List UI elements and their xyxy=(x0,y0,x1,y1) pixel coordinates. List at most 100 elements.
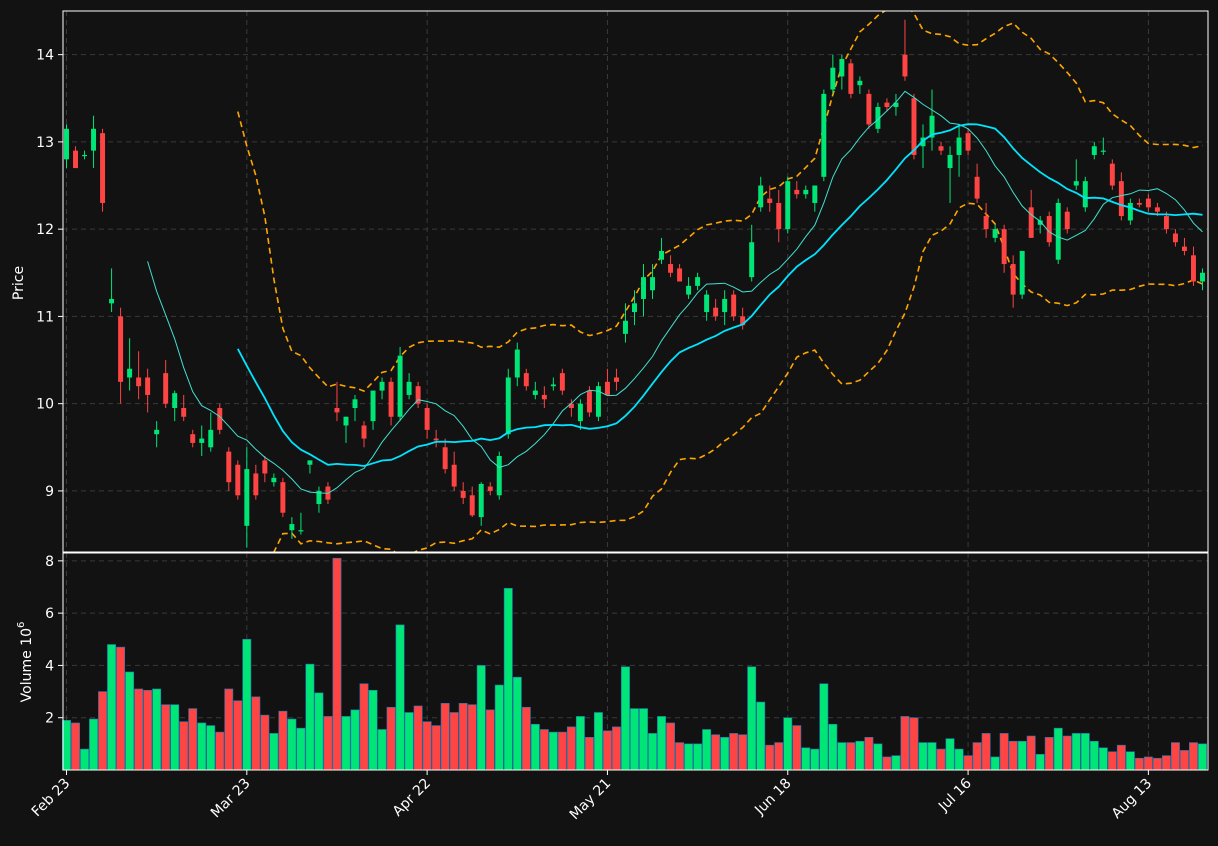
candle xyxy=(604,368,610,395)
volume-bar xyxy=(1062,735,1072,771)
volume-bar xyxy=(71,722,80,771)
volume-bar xyxy=(846,742,856,771)
volume-bar xyxy=(1089,740,1099,771)
volume-bar xyxy=(323,716,333,771)
x-tick-label: Feb 23 xyxy=(29,776,74,821)
volume-bar xyxy=(233,700,243,771)
candle-body xyxy=(839,58,845,77)
candle xyxy=(235,460,241,500)
candle-body xyxy=(451,464,457,487)
volume-bar xyxy=(197,722,207,771)
candle-body xyxy=(1109,163,1115,186)
candle xyxy=(632,290,637,326)
candle-body xyxy=(1172,233,1178,243)
candle-body xyxy=(316,490,322,505)
candle-body xyxy=(109,298,115,304)
candle xyxy=(983,202,989,238)
candle xyxy=(1028,189,1034,238)
candle xyxy=(1037,216,1043,234)
candle-body xyxy=(776,202,782,230)
candle-body xyxy=(713,307,719,317)
candle xyxy=(406,373,412,400)
candle xyxy=(253,464,259,500)
volume-bar xyxy=(395,624,405,771)
volume-bar xyxy=(711,734,721,771)
volume-axis-label-power: 6 xyxy=(16,622,27,628)
candle xyxy=(758,176,764,212)
candle xyxy=(361,421,367,448)
candle-body xyxy=(875,106,881,129)
volume-bar xyxy=(918,742,928,771)
volume-bar xyxy=(747,666,757,771)
volume-bar xyxy=(602,730,612,771)
volume-bar xyxy=(224,688,234,771)
volume-bar xyxy=(990,756,1000,771)
volume-bar xyxy=(494,684,504,771)
candle xyxy=(893,93,899,116)
candle-body xyxy=(379,381,385,391)
volume-bar xyxy=(954,748,964,771)
candle-body xyxy=(731,294,737,317)
volume-bar xyxy=(756,701,766,771)
volume-bar xyxy=(684,743,694,771)
candle-body xyxy=(298,530,304,532)
volume-bar xyxy=(729,733,739,771)
volume-bar xyxy=(89,718,98,771)
volume-bar xyxy=(1026,735,1036,771)
candle-body xyxy=(956,137,962,155)
volume-bar xyxy=(936,748,946,771)
volume-bar xyxy=(206,725,216,771)
volume-bar xyxy=(566,726,576,771)
price-plot xyxy=(64,11,1205,552)
volume-bar xyxy=(143,689,153,771)
volume-bar xyxy=(774,742,784,771)
candle xyxy=(190,429,196,448)
volume-bar xyxy=(1071,733,1081,771)
candle-body xyxy=(866,93,872,125)
volume-bar xyxy=(332,557,342,771)
candle-body xyxy=(749,242,755,278)
candle xyxy=(1163,211,1169,234)
candle xyxy=(397,346,403,422)
candle-body xyxy=(1154,207,1160,212)
candle xyxy=(785,176,791,234)
candle xyxy=(73,146,78,169)
candle xyxy=(1136,198,1142,208)
candle xyxy=(586,386,592,417)
candle-body xyxy=(271,477,277,483)
volume-bar xyxy=(702,729,712,771)
candle-body xyxy=(965,133,971,151)
volume-bar xyxy=(305,663,315,771)
volume-bar xyxy=(1170,742,1180,771)
volume-bar xyxy=(891,755,901,771)
candle-body xyxy=(523,373,529,387)
candle xyxy=(172,390,178,422)
volume-bar xyxy=(972,742,982,771)
candle xyxy=(929,89,935,151)
candle xyxy=(839,54,845,90)
candle xyxy=(803,185,809,199)
candle xyxy=(767,185,773,212)
candle xyxy=(136,351,142,400)
candle xyxy=(686,277,692,299)
candle-body xyxy=(938,146,944,151)
candle xyxy=(848,58,854,99)
candle xyxy=(298,512,304,535)
candle-body xyxy=(163,373,169,404)
candle xyxy=(307,460,313,474)
candle xyxy=(100,128,106,212)
candle-body xyxy=(397,355,403,417)
candle-body xyxy=(911,98,917,155)
volume-bar xyxy=(413,705,423,771)
candle-body xyxy=(433,438,439,441)
volume-bar xyxy=(377,729,387,771)
candle xyxy=(668,255,674,278)
volume-bar xyxy=(1152,757,1162,771)
candle-body xyxy=(136,377,142,387)
candle xyxy=(812,185,818,212)
volume-bar xyxy=(1198,743,1207,771)
candle-body xyxy=(118,316,124,382)
candle xyxy=(316,486,322,513)
candle xyxy=(217,403,223,435)
